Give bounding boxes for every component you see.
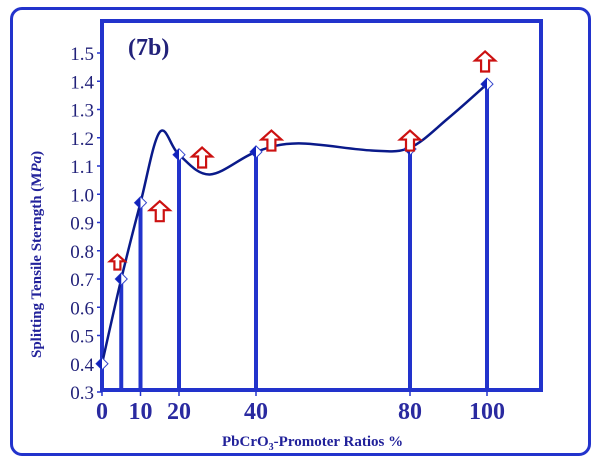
chart-title: (7b) [128, 35, 169, 61]
x-axis-label: PbCrO3-Promoter Ratios % [222, 434, 403, 453]
y-tick-label: 1.4 [70, 72, 94, 93]
y-tick-label: 0.6 [70, 298, 94, 319]
y-tick-label: 0.3 [70, 383, 94, 404]
y-tick-label: 1.5 [70, 44, 94, 65]
y-tick-label: 1.1 [70, 157, 94, 178]
y-axis-label: Splitting Tensile Sterngth (MPa) [29, 151, 45, 358]
y-tick-label: 0.8 [70, 242, 94, 263]
data-point-fill [96, 357, 102, 370]
x-tick-label: 20 [167, 399, 191, 425]
data-point-fill [115, 273, 122, 285]
y-tick-label: 1.2 [70, 129, 94, 150]
y-tick-label: 0.5 [70, 327, 94, 348]
x-tick-label: 10 [129, 399, 153, 425]
data-point-fill [134, 196, 141, 209]
up-arrow-icon [397, 129, 423, 152]
fit-curve [100, 83, 488, 365]
x-tick-label: 80 [398, 399, 422, 425]
up-arrow-icon [107, 253, 128, 271]
y-tick-label: 1.3 [70, 101, 94, 122]
up-arrow-icon [189, 146, 215, 169]
x-tick-label: 40 [244, 399, 268, 425]
up-arrow-icon [472, 49, 498, 73]
plot-frame [100, 19, 543, 392]
data-point-fill [481, 78, 487, 91]
figure-border [10, 7, 591, 456]
up-arrow-icon [258, 129, 285, 152]
x-tick-label: 100 [469, 399, 505, 425]
y-tick-label: 0.4 [70, 355, 94, 376]
data-point-fill [173, 148, 179, 161]
data-point-fill [250, 145, 256, 158]
y-tick-label: 0.7 [70, 270, 94, 291]
up-arrow-icon [146, 199, 173, 223]
x-tick-label: 0 [96, 399, 108, 425]
y-tick-label: 0.9 [70, 214, 94, 235]
y-tick-label: 1.0 [70, 185, 94, 206]
